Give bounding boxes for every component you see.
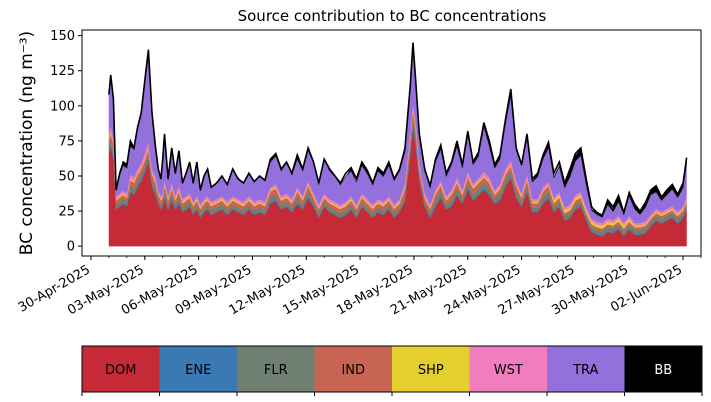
legend-swatch-dom <box>82 346 160 392</box>
x-axis: 30-Apr-202503-May-202506-May-202509-May-… <box>16 256 702 318</box>
y-tick-label: 150 <box>50 29 75 44</box>
y-tick-label: 50 <box>58 169 75 184</box>
plot-frame <box>81 29 702 257</box>
legend-label-shp: SHP <box>418 363 444 378</box>
legend-swatch-wst <box>469 346 547 392</box>
legend-swatch-shp <box>392 346 470 392</box>
y-tick-label: 75 <box>58 134 75 149</box>
y-axis-title: BC concentration (ng m⁻³) <box>17 31 37 255</box>
legend-label-dom: DOM <box>105 363 136 378</box>
y-tick-label: 25 <box>58 205 75 220</box>
chart-title: Source contribution to BC concentrations <box>238 7 547 25</box>
legend-swatch-ene <box>159 346 237 392</box>
legend-label-ind: IND <box>341 363 365 378</box>
y-axis: 0 25 50 75 100 125 150 <box>50 29 82 255</box>
legend-label-flr: FLR <box>264 363 288 378</box>
legend-swatch-tra <box>547 346 625 392</box>
legend-label-tra: TRA <box>572 363 598 378</box>
legend-swatch-bb <box>624 346 702 392</box>
plot-area <box>108 42 688 247</box>
legend-swatch-flr <box>237 346 315 392</box>
legend: DOM ENE FLR IND SHP WST TRA BB <box>81 345 703 396</box>
y-tick-label: 100 <box>50 99 75 114</box>
area-tra <box>108 49 687 224</box>
legend-label-wst: WST <box>494 363 523 378</box>
total-line <box>108 42 688 217</box>
legend-swatch-ind <box>314 346 392 392</box>
legend-label-bb: BB <box>654 363 672 378</box>
y-tick-label: 0 <box>67 240 75 255</box>
y-tick-label: 125 <box>50 64 75 79</box>
legend-label-ene: ENE <box>185 363 211 378</box>
